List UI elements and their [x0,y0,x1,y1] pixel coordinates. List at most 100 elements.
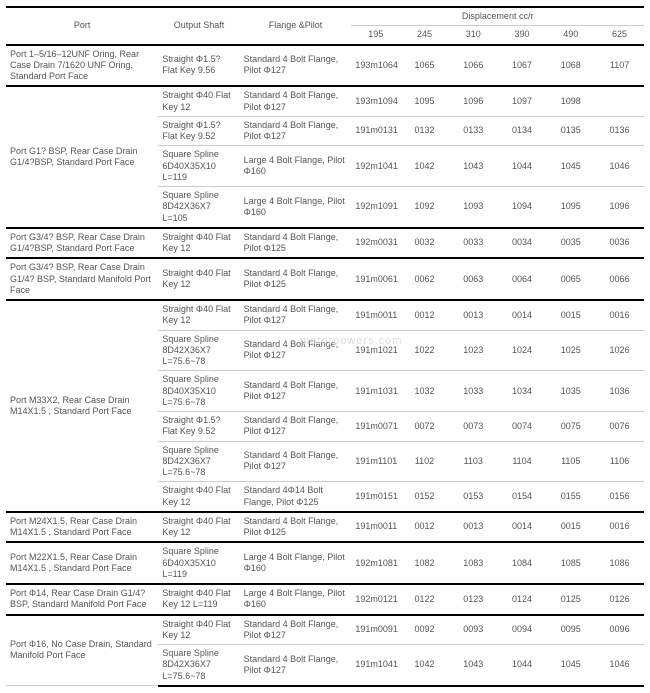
disp-cell: 1086 [595,542,644,584]
disp-cell: 1033 [449,371,498,412]
disp-cell: 0135 [546,116,595,146]
flange-cell: Large 4 Bolt Flange, Pilot Φ160 [240,584,352,615]
disp-cell: 0074 [498,412,547,442]
port-cell: Port 1–5/16–12UNF Oring, Rear Case Drain… [6,45,158,87]
disp-cell: 191m1031 [351,371,400,412]
disp-cell: 1043 [449,146,498,187]
disp-cell: 1043 [449,645,498,686]
shaft-cell: Straight Φ1.5? Flat Key 9.56 [158,45,239,87]
disp-cell: 0134 [498,116,547,146]
disp-cell: 1082 [400,542,449,584]
disp-cell: 0066 [595,258,644,300]
disp-cell: 0126 [595,584,644,615]
disp-cell: 0013 [449,512,498,543]
disp-cell: 1094 [498,187,547,228]
disp-cell: 1042 [400,146,449,187]
disp-cell: 0015 [546,512,595,543]
disp-cell: 0096 [595,615,644,645]
disp-cell: 1044 [498,146,547,187]
port-cell: Port Φ16, No Case Drain, Standard Manifo… [6,615,158,686]
disp-cell: 0094 [498,615,547,645]
disp-cell: 0093 [449,615,498,645]
col-shaft: Output Shaft [158,7,239,45]
col-port: Port [6,7,158,45]
shaft-cell: Straight Φ40 Flat Key 12 [158,512,239,543]
disp-cell: 1105 [546,441,595,482]
disp-cell: 0064 [498,258,547,300]
disp-cell: 0062 [400,258,449,300]
table-row: Port G3/4? BSP, Rear Case Drain G1/4? BS… [6,258,644,300]
disp-cell: 1036 [595,371,644,412]
col-disp-390: 390 [498,26,547,45]
flange-cell: Standard 4Φ14 Bolt Flange, Pilot Φ125 [240,482,352,512]
disp-cell: 192m0031 [351,228,400,259]
shaft-cell: Square Spline 6D40X35X10 L=119 [158,146,239,187]
disp-cell: 0036 [595,228,644,259]
port-cell: Port G3/4? BSP, Rear Case Drain G1/4?BSP… [6,228,158,259]
shaft-cell: Square Spline 8D42X36X7 L=75.6~78 [158,645,239,686]
disp-cell: 0013 [449,300,498,330]
port-cell: Port G3/4? BSP, Rear Case Drain G1/4? BS… [6,258,158,300]
disp-cell: 1032 [400,371,449,412]
disp-cell: 192m1081 [351,542,400,584]
port-cell: Port M33X2, Rear Case Drain M14X1.5 , St… [6,300,158,512]
disp-cell: 1092 [400,187,449,228]
flange-cell: Standard 4 Bolt Flange, Pilot Φ127 [240,615,352,645]
disp-cell: 191m0061 [351,258,400,300]
disp-cell: 1095 [400,86,449,116]
shaft-cell: Square Spline 8D40X35X10 L=75.6~78 [158,371,239,412]
disp-cell: 0153 [449,482,498,512]
disp-cell: 192m1041 [351,146,400,187]
col-disp-310: 310 [449,26,498,45]
flange-cell: Standard 4 Bolt Flange, Pilot Φ127 [240,330,352,371]
flange-cell: Standard 4 Bolt Flange, Pilot Φ125 [240,258,352,300]
disp-cell: 1102 [400,441,449,482]
disp-cell: 0152 [400,482,449,512]
disp-cell: 0034 [498,228,547,259]
disp-cell: 1042 [400,645,449,686]
disp-cell: 0132 [400,116,449,146]
table-header: Port Output Shaft Flange &Pilot Displace… [6,7,644,45]
disp-cell: 1095 [546,187,595,228]
disp-cell: 191m0011 [351,512,400,543]
disp-cell: 191m1101 [351,441,400,482]
col-displacement: Displacement cc/r [351,7,644,26]
shaft-cell: Square Spline 8D42X36X7 L=75.6~78 [158,330,239,371]
disp-cell: 0016 [595,300,644,330]
disp-cell: 0133 [449,116,498,146]
shaft-cell: Straight Φ1.5? Flat Key 9.52 [158,412,239,442]
flange-cell: Large 4 Bolt Flange, Pilot Φ160 [240,146,352,187]
disp-cell: 0012 [400,512,449,543]
disp-cell: 1096 [595,187,644,228]
table-body: Port 1–5/16–12UNF Oring, Rear Case Drain… [6,45,644,686]
col-disp-245: 245 [400,26,449,45]
disp-cell: 1046 [595,645,644,686]
disp-cell: 1034 [498,371,547,412]
disp-cell: 0072 [400,412,449,442]
flange-cell: Standard 4 Bolt Flange, Pilot Φ127 [240,441,352,482]
disp-cell: 1103 [449,441,498,482]
disp-cell: 0156 [595,482,644,512]
col-disp-195: 195 [351,26,400,45]
disp-cell: 0012 [400,300,449,330]
shaft-cell: Straight Φ40 Flat Key 12 L=119 [158,584,239,615]
disp-cell: 0016 [595,512,644,543]
table-row: Port 1–5/16–12UNF Oring, Rear Case Drain… [6,45,644,87]
table-row: Port G3/4? BSP, Rear Case Drain G1/4?BSP… [6,228,644,259]
disp-cell: 1044 [498,645,547,686]
disp-cell: 1025 [546,330,595,371]
disp-cell: 1045 [546,146,595,187]
disp-cell: 1106 [595,441,644,482]
flange-cell: Standard 4 Bolt Flange, Pilot Φ127 [240,645,352,686]
flange-cell: Standard 4 Bolt Flange, Pilot Φ125 [240,512,352,543]
port-cell: Port G1? BSP, Rear Case Drain G1/4?BSP, … [6,86,158,228]
disp-cell: 192m1091 [351,187,400,228]
disp-cell: 1083 [449,542,498,584]
disp-cell: 0095 [546,615,595,645]
disp-cell: 0014 [498,512,547,543]
table-row: Port M24X1.5, Rear Case Drain M14X1.5 , … [6,512,644,543]
shaft-cell: Straight Φ40 Flat Key 12 [158,615,239,645]
disp-cell: 193m1064 [351,45,400,87]
disp-cell: 191m0131 [351,116,400,146]
disp-cell: 0073 [449,412,498,442]
